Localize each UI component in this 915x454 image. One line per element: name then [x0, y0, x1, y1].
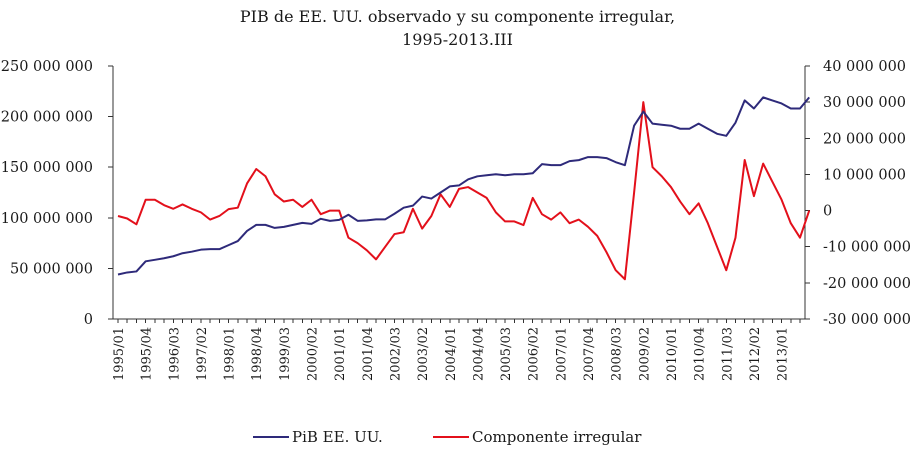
x-tick-label: 1997/02: [195, 327, 210, 381]
chart-title-line-2: 1995-2013.III: [402, 30, 513, 49]
x-tick-label: 2002/03: [388, 327, 403, 381]
x-tick-label: 2008/03: [610, 327, 625, 381]
x-tick-label: 2005/03: [499, 327, 514, 381]
left-tick-label: 150 000 000: [1, 160, 93, 176]
left-tick-label: 50 000 000: [10, 261, 93, 277]
right-tick-label: 40 000 000: [823, 59, 906, 75]
x-tick-label: 2012/02: [748, 327, 763, 381]
left-axis-ticks: 0 50 000 000 100 000 000 150 000 000 200 000…: [1, 59, 113, 328]
legend-label-pib: PiB EE. UU.: [292, 428, 383, 446]
x-tick-label: 1996/03: [167, 327, 182, 381]
x-tick-label: 2009/02: [637, 327, 652, 381]
series-line-pib: [117, 96, 810, 276]
x-tick-label: 2013/01: [776, 327, 791, 381]
x-tick-label: 2007/04: [582, 327, 597, 381]
right-tick-label: 20 000 000: [823, 131, 906, 147]
x-tick-label: 2004/01: [444, 327, 459, 381]
x-tick-label: 2004/04: [471, 327, 486, 381]
x-tick-label: 2011/03: [720, 327, 735, 381]
x-tick-label: 2001/01: [333, 327, 348, 381]
x-tick-label: 2000/02: [306, 327, 321, 381]
legend: PiB EE. UU. Componente irregular: [253, 428, 642, 446]
legend-label-irregular: Componente irregular: [472, 428, 642, 446]
right-axis-ticks: -30 000 000 -20 000 000 -10 000 000 0 10 000…: [805, 59, 911, 328]
x-axis-ticks: 1995/01 1995/04 1996/03 1997/02 1998/01 1998/…: [112, 319, 801, 381]
right-tick-label: 30 000 000: [823, 95, 906, 111]
right-tick-label: -20 000 000: [823, 276, 911, 292]
left-tick-label: 0: [84, 312, 93, 328]
right-tick-label: -10 000 000: [823, 240, 911, 256]
left-tick-label: 250 000 000: [1, 59, 93, 75]
x-tick-label: 1995/01: [112, 327, 127, 381]
right-tick-label: 10 000 000: [823, 167, 906, 183]
x-tick-label: 2010/01: [665, 327, 680, 381]
axes: [112, 66, 806, 320]
left-tick-label: 100 000 000: [1, 211, 93, 227]
x-tick-label: 1998/01: [223, 327, 238, 381]
x-tick-label: 2001/04: [361, 327, 376, 381]
chart-title-line-1: PIB de EE. UU. observado y su componente…: [240, 7, 675, 26]
x-tick-label: 2007/01: [554, 327, 569, 381]
right-tick-label: -30 000 000: [823, 312, 911, 328]
x-tick-label: 2006/02: [527, 327, 542, 381]
x-tick-label: 1999/03: [278, 327, 293, 381]
series-lines: [117, 96, 811, 281]
left-tick-label: 200 000 000: [1, 110, 93, 126]
series-line-irregular: [117, 101, 811, 281]
x-tick-label: 1998/04: [250, 327, 265, 381]
x-tick-label: 2010/04: [693, 327, 708, 381]
x-tick-label: 1995/04: [140, 327, 155, 381]
x-tick-label: 2003/02: [416, 327, 431, 381]
right-tick-label: 0: [823, 204, 832, 220]
